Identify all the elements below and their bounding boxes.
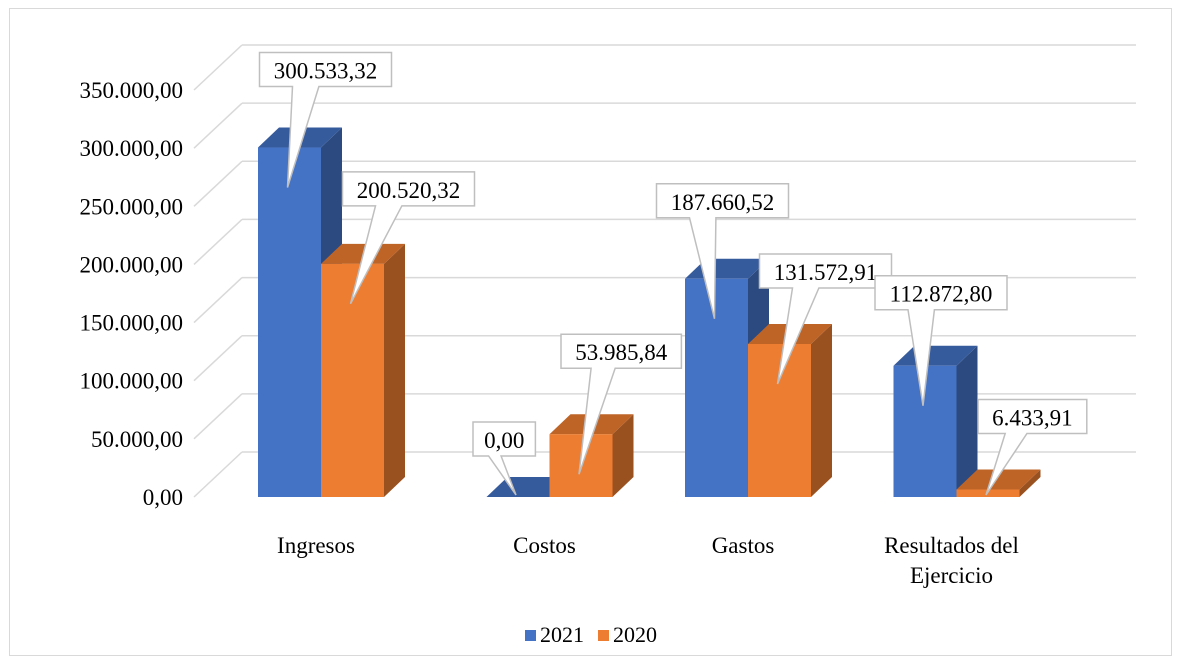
- gridline-diagonal: [193, 335, 243, 382]
- chart-frame: [9, 8, 1172, 656]
- data-label-callout: [655, 183, 790, 319]
- x-tick-label: Resultados del: [884, 533, 1019, 558]
- data-label-callout: [560, 333, 683, 475]
- data-label: 6.433,91: [992, 406, 1073, 431]
- data-label: 112.872,80: [890, 282, 993, 307]
- bar-side: [612, 414, 634, 497]
- data-label-callout: [977, 398, 1088, 496]
- bar-2021: [685, 278, 748, 497]
- data-label: 200.520,32: [357, 178, 461, 203]
- gridline-diagonal: [193, 102, 243, 149]
- y-tick-label: 350.000,00: [80, 78, 184, 103]
- data-label: 300.533,32: [274, 59, 378, 84]
- legend-label-2020: 2020: [613, 622, 657, 647]
- bar-side: [956, 345, 978, 497]
- data-label-callout: [874, 274, 1008, 406]
- legend-label-2021: 2021: [540, 622, 584, 647]
- bar-side: [1019, 469, 1041, 497]
- bar-2020: [321, 263, 384, 497]
- data-label-callout: [258, 51, 393, 188]
- gridline-diagonal: [193, 277, 243, 324]
- legend-swatch-2020: [598, 629, 609, 641]
- gridline-diagonal: [193, 451, 243, 498]
- legend-item-2020: 2020: [598, 622, 657, 648]
- x-tick-label: Ejercicio: [910, 563, 993, 588]
- data-label-callout: [341, 171, 476, 305]
- gridline-diagonal: [193, 393, 243, 440]
- x-tick-label: Ingresos: [277, 533, 355, 558]
- x-tick-label: Gastos: [712, 533, 775, 558]
- bar-2021: [258, 147, 321, 497]
- gridline-diagonal: [193, 44, 243, 91]
- bar-side: [384, 243, 405, 497]
- legend-swatch-2021: [525, 629, 536, 641]
- y-tick-label: 250.000,00: [80, 194, 184, 219]
- data-label-callout: [472, 421, 537, 496]
- data-label: 131.572,91: [774, 260, 878, 285]
- data-label: 0,00: [484, 428, 524, 453]
- data-label: 53.985,84: [575, 340, 668, 365]
- bar-top: [956, 469, 1041, 490]
- legend: 2021 2020: [0, 620, 1182, 650]
- bar-side: [811, 323, 832, 497]
- y-tick-label: 300.000,00: [80, 136, 184, 161]
- gridline-diagonal: [193, 160, 243, 207]
- data-label: 187.660,52: [671, 190, 775, 215]
- y-tick-label: 150.000,00: [80, 311, 184, 336]
- x-tick-label: Costos: [513, 533, 576, 558]
- y-tick-label: 50.000,00: [91, 427, 183, 452]
- gridline-diagonal: [193, 218, 243, 265]
- legend-item-2021: 2021: [525, 622, 584, 648]
- y-tick-label: 200.000,00: [80, 252, 184, 277]
- data-label-callout: [758, 253, 893, 385]
- y-tick-label: 0,00: [143, 485, 183, 510]
- y-tick-label: 100.000,00: [80, 369, 184, 394]
